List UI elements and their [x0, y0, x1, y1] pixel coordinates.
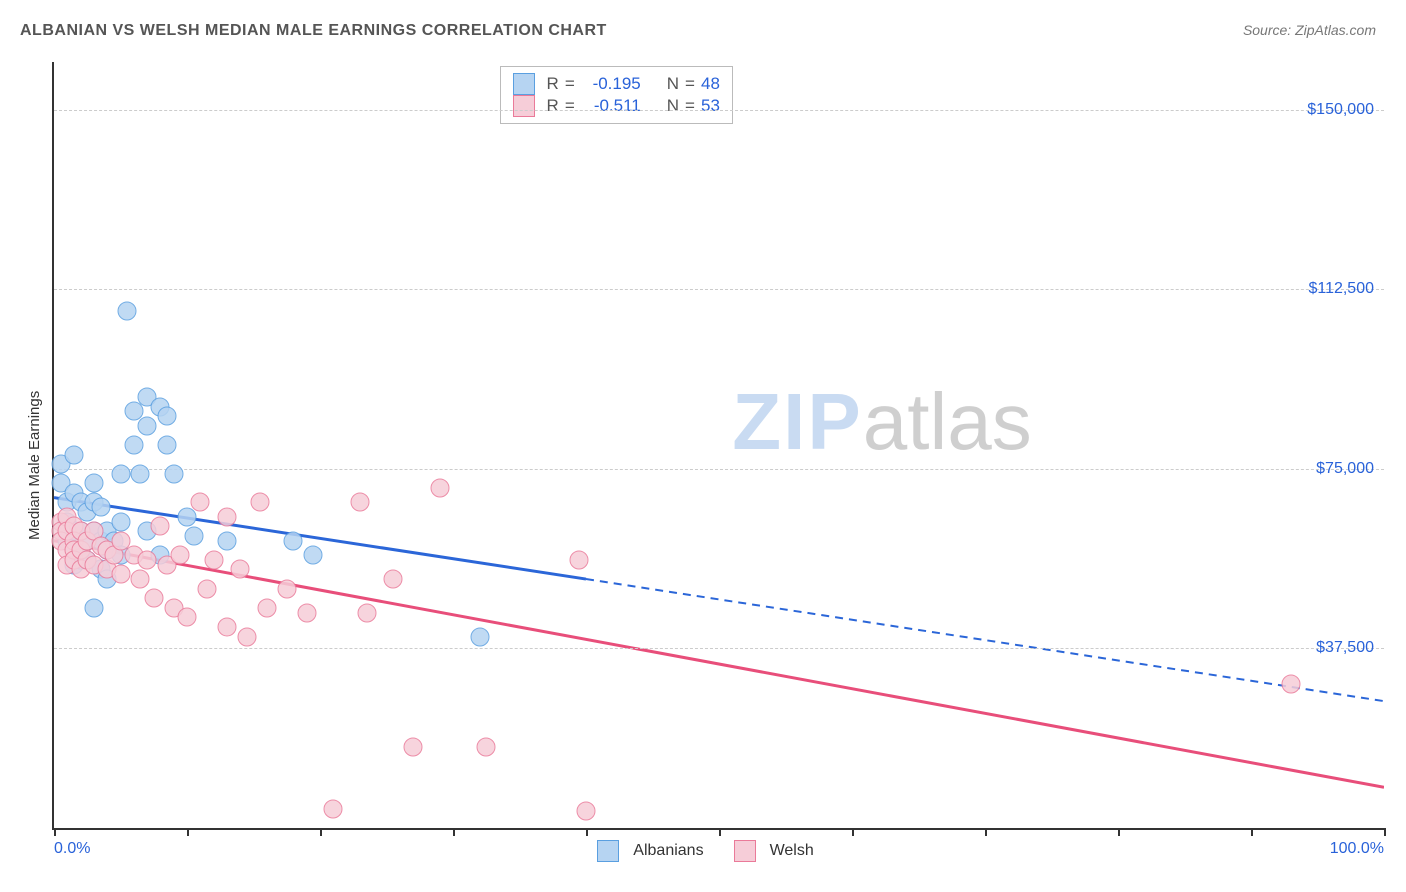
- data-point: [111, 512, 130, 531]
- data-point: [204, 550, 223, 569]
- y-tick-label: $75,000: [1316, 460, 1374, 478]
- series-legend-label: Albanians: [633, 842, 703, 860]
- data-point: [158, 407, 177, 426]
- data-point: [231, 560, 250, 579]
- data-point: [138, 416, 157, 435]
- series-legend-label: Welsh: [770, 842, 814, 860]
- x-tick: [1251, 828, 1253, 836]
- source-prefix: Source:: [1243, 22, 1295, 38]
- source-name: ZipAtlas.com: [1295, 22, 1376, 38]
- data-point: [131, 570, 150, 589]
- data-point: [570, 550, 589, 569]
- data-point: [131, 464, 150, 483]
- data-point: [324, 799, 343, 818]
- data-point: [1281, 675, 1300, 694]
- x-tick: [852, 828, 854, 836]
- trend-lines-layer: [54, 62, 1384, 828]
- gridline-h: [54, 469, 1384, 470]
- data-point: [197, 579, 216, 598]
- data-point: [217, 617, 236, 636]
- data-point: [357, 603, 376, 622]
- data-point: [91, 498, 110, 517]
- data-point: [384, 570, 403, 589]
- data-point: [144, 589, 163, 608]
- scatter-plot-area: ZIPatlas R=-0.195N=48R=-0.511N=53 $37,50…: [52, 62, 1384, 830]
- data-point: [304, 546, 323, 565]
- data-point: [284, 531, 303, 550]
- x-tick: [187, 828, 189, 836]
- data-point: [257, 598, 276, 617]
- y-axis-label: Median Male Earnings: [26, 391, 43, 540]
- x-tick: [985, 828, 987, 836]
- x-tick-label: 100.0%: [1330, 840, 1384, 858]
- data-point: [158, 436, 177, 455]
- data-point: [184, 526, 203, 545]
- data-point: [277, 579, 296, 598]
- data-point: [217, 531, 236, 550]
- legend-row: R=-0.511N=53: [513, 95, 720, 117]
- data-point: [404, 737, 423, 756]
- data-point: [237, 627, 256, 646]
- data-point: [111, 464, 130, 483]
- x-tick: [54, 828, 56, 836]
- x-tick: [1118, 828, 1120, 836]
- data-point: [217, 507, 236, 526]
- data-point: [171, 546, 190, 565]
- x-tick: [586, 828, 588, 836]
- gridline-h: [54, 648, 1384, 649]
- source-attribution: Source: ZipAtlas.com: [1243, 22, 1376, 38]
- data-point: [577, 802, 596, 821]
- legend-swatch: [734, 840, 756, 862]
- x-tick: [320, 828, 322, 836]
- data-point: [138, 550, 157, 569]
- legend-row: R=-0.195N=48: [513, 73, 720, 95]
- data-point: [251, 493, 270, 512]
- data-point: [297, 603, 316, 622]
- y-tick-label: $150,000: [1307, 101, 1374, 119]
- x-tick: [719, 828, 721, 836]
- y-tick-label: $112,500: [1308, 280, 1374, 298]
- data-point: [430, 479, 449, 498]
- data-point: [477, 737, 496, 756]
- x-tick: [453, 828, 455, 836]
- legend-swatch: [513, 73, 535, 95]
- data-point: [118, 301, 137, 320]
- data-point: [178, 608, 197, 627]
- data-point: [178, 507, 197, 526]
- x-tick: [1384, 828, 1386, 836]
- data-point: [84, 598, 103, 617]
- series-legend: Albanians Welsh: [597, 840, 813, 862]
- y-tick-label: $37,500: [1316, 639, 1374, 657]
- data-point: [151, 517, 170, 536]
- data-point: [84, 474, 103, 493]
- data-point: [191, 493, 210, 512]
- series-legend-item: Welsh: [734, 840, 814, 862]
- chart-title: ALBANIAN VS WELSH MEDIAN MALE EARNINGS C…: [20, 22, 607, 40]
- data-point: [111, 565, 130, 584]
- data-point: [350, 493, 369, 512]
- data-point: [64, 445, 83, 464]
- series-legend-item: Albanians: [597, 840, 703, 862]
- x-tick-label: 0.0%: [54, 840, 90, 858]
- data-point: [124, 436, 143, 455]
- legend-swatch: [513, 95, 535, 117]
- gridline-h: [54, 110, 1384, 111]
- legend-swatch: [597, 840, 619, 862]
- data-point: [470, 627, 489, 646]
- watermark: ZIPatlas: [732, 376, 1031, 468]
- gridline-h: [54, 289, 1384, 290]
- data-point: [164, 464, 183, 483]
- correlation-legend: R=-0.195N=48R=-0.511N=53: [500, 66, 733, 124]
